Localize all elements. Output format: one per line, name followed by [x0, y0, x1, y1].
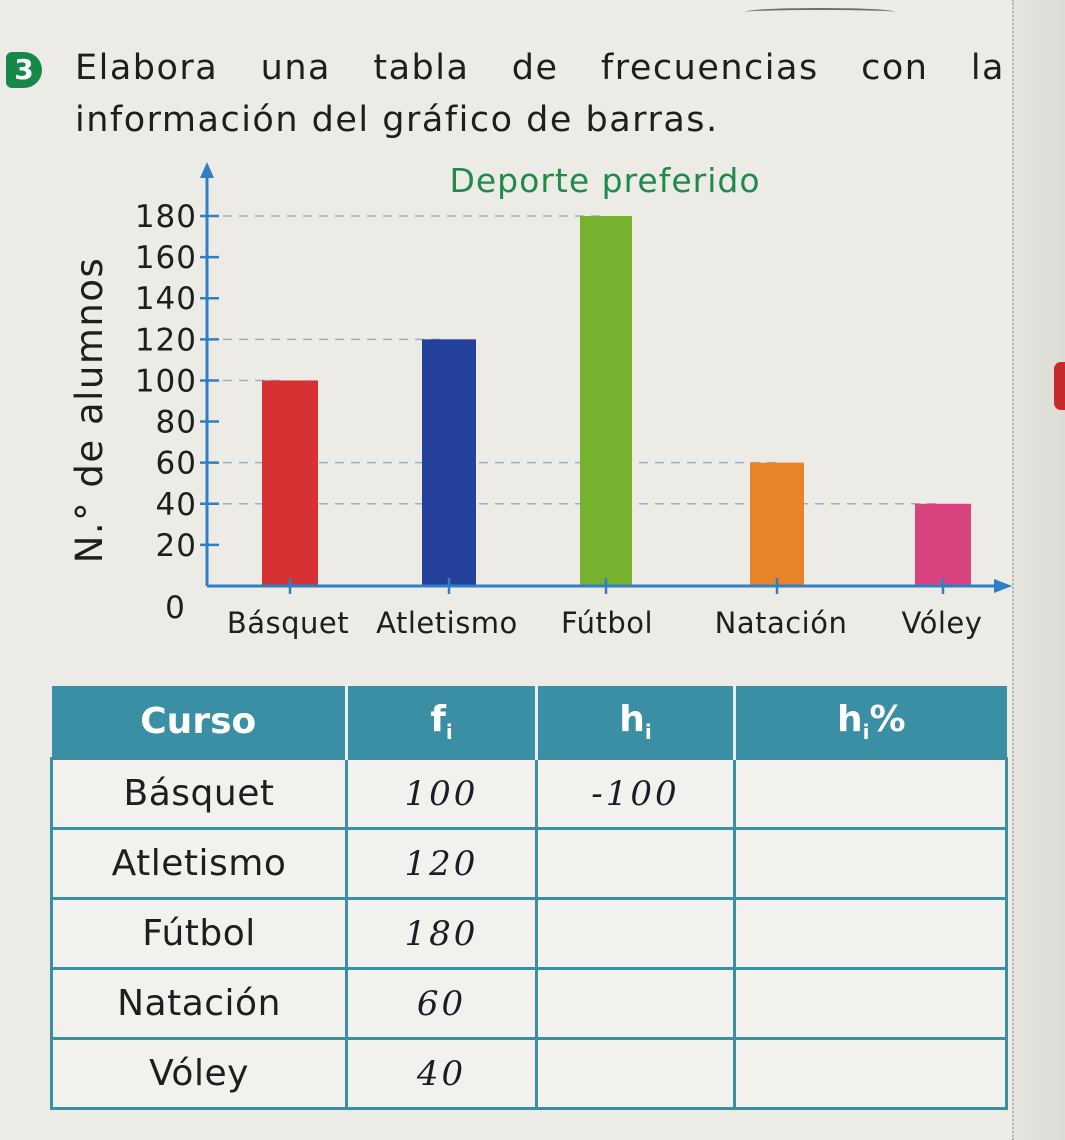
row-sport: Atletismo [50, 826, 348, 900]
y-tick-label: 100 [135, 363, 197, 399]
x-category-label: Básquet [227, 606, 349, 640]
row-sport: Fútbol [50, 896, 348, 970]
row-sport: Natación [50, 966, 348, 1040]
y-tick-label: 140 [135, 281, 197, 317]
handwritten-fi: 120 [404, 843, 479, 884]
handwritten-hi: -100 [591, 773, 680, 814]
header-hi-base: h [619, 698, 645, 740]
row-fi[interactable]: 120 [345, 826, 538, 900]
row-fi[interactable]: 40 [345, 1036, 538, 1110]
y-tick-label: 160 [135, 240, 197, 276]
row-hi-percent[interactable] [733, 966, 1008, 1040]
row-sport: Básquet [50, 756, 348, 830]
y-axis-arrow-icon [200, 162, 214, 178]
table-row: Natación 60 [50, 966, 1008, 1040]
row-hi-percent[interactable] [733, 756, 1008, 830]
y-tick-label: 180 [135, 199, 197, 235]
exercise-number-badge: 3 [6, 52, 42, 88]
header-hi-sub: i [644, 719, 652, 744]
y-tick-label: 40 [156, 487, 197, 523]
bar-vóley [915, 503, 971, 586]
x-category-label: Atletismo [376, 606, 518, 640]
header-hip-sub: i [862, 719, 870, 744]
page-tab-marker [1054, 362, 1065, 410]
bar-fútbol [580, 216, 632, 586]
header-hi: hi [535, 686, 735, 758]
header-fi: fi [345, 686, 537, 758]
row-hi[interactable] [535, 1036, 736, 1110]
bar-natación [750, 462, 804, 586]
y-tick-label: 0 [165, 590, 185, 626]
handwritten-fi: 100 [404, 773, 479, 814]
x-axis-arrow-icon [994, 579, 1012, 593]
y-tick-label: 120 [135, 322, 197, 358]
pencil-mark [745, 8, 895, 16]
row-fi[interactable]: 180 [345, 896, 538, 970]
handwritten-fi: 60 [416, 983, 467, 1024]
x-category-label: Natación [715, 606, 848, 640]
handwritten-fi: 40 [416, 1053, 467, 1094]
bar-básquet [262, 380, 318, 586]
y-tick-label: 20 [156, 528, 197, 564]
table-row: Fútbol 180 [50, 896, 1008, 970]
y-tick-label: 80 [156, 405, 197, 441]
row-hi[interactable] [535, 896, 736, 970]
table-row: Atletismo 120 [50, 826, 1008, 900]
header-hi-percent: hi% [733, 686, 1007, 758]
x-category-label: Fútbol [561, 606, 653, 640]
bar-chart-svg: Deporte preferido N.° de alumnos 0 20 40 60 80… [68, 161, 1012, 640]
row-hi[interactable] [535, 966, 736, 1040]
header-hip-suffix: % [869, 698, 906, 740]
row-hi-percent[interactable] [733, 896, 1008, 970]
row-hi[interactable] [535, 826, 736, 900]
x-category-label: Vóley [902, 606, 983, 640]
y-axis-label: N.° de alumnos [68, 257, 111, 564]
header-fi-base: f [430, 698, 446, 740]
table-header-row: Curso fi hi hi% [51, 686, 1007, 758]
handwritten-fi: 180 [404, 913, 479, 954]
bar-atletismo [422, 339, 476, 586]
row-hi-percent[interactable] [733, 1036, 1008, 1110]
y-tick-label: 60 [156, 446, 197, 482]
row-hi-percent[interactable] [733, 826, 1008, 900]
row-sport: Vóley [50, 1036, 348, 1110]
exercise-instruction: Elabora una tabla de frecuencias con la … [75, 48, 1005, 140]
header-curso: Curso [51, 686, 347, 758]
table-row: Básquet 100 -100 [50, 756, 1008, 830]
row-fi[interactable]: 100 [345, 756, 538, 830]
header-hip-base: h [836, 698, 863, 740]
table-row: Vóley 40 [50, 1036, 1008, 1110]
page-edge [1012, 0, 1065, 1140]
header-fi-sub: i [445, 719, 453, 744]
row-fi[interactable]: 60 [345, 966, 538, 1040]
bar-chart: Deporte preferido N.° de alumnos 0 20 40 60 80… [0, 150, 1012, 650]
chart-title: Deporte preferido [449, 161, 760, 200]
frequency-table: Curso fi hi hi% Básquet 100 -100 Atletis… [50, 686, 1008, 1110]
row-hi[interactable]: -100 [535, 756, 736, 830]
